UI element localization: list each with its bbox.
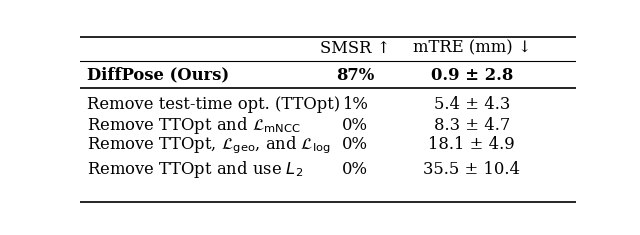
Text: 0.9 ± 2.8: 0.9 ± 2.8 (431, 67, 513, 84)
Text: Remove test-time opt. (TTOpt): Remove test-time opt. (TTOpt) (88, 96, 340, 113)
Text: 8.3 ± 4.7: 8.3 ± 4.7 (434, 117, 510, 133)
Text: 87%: 87% (336, 67, 374, 84)
Text: 35.5 ± 10.4: 35.5 ± 10.4 (423, 161, 520, 178)
Text: SMSR ↑: SMSR ↑ (320, 40, 390, 57)
Text: Remove TTOpt and $\mathcal{L}_{\mathrm{mNCC}}$: Remove TTOpt and $\mathcal{L}_{\mathrm{m… (88, 114, 301, 136)
Text: Remove TTOpt and use $L_2$: Remove TTOpt and use $L_2$ (88, 159, 303, 180)
Text: mTRE (mm) ↓: mTRE (mm) ↓ (413, 40, 531, 57)
Text: Remove TTOpt, $\mathcal{L}_{\mathrm{geo}}$, and $\mathcal{L}_{\mathrm{log}}$: Remove TTOpt, $\mathcal{L}_{\mathrm{geo}… (88, 134, 332, 156)
Text: 0%: 0% (342, 117, 368, 133)
Text: 0%: 0% (342, 136, 368, 153)
Text: DiffPose (Ours): DiffPose (Ours) (88, 67, 230, 84)
Text: 1%: 1% (342, 96, 368, 113)
Text: 0%: 0% (342, 161, 368, 178)
Text: 18.1 ± 4.9: 18.1 ± 4.9 (428, 136, 515, 153)
Text: 5.4 ± 4.3: 5.4 ± 4.3 (434, 96, 510, 113)
